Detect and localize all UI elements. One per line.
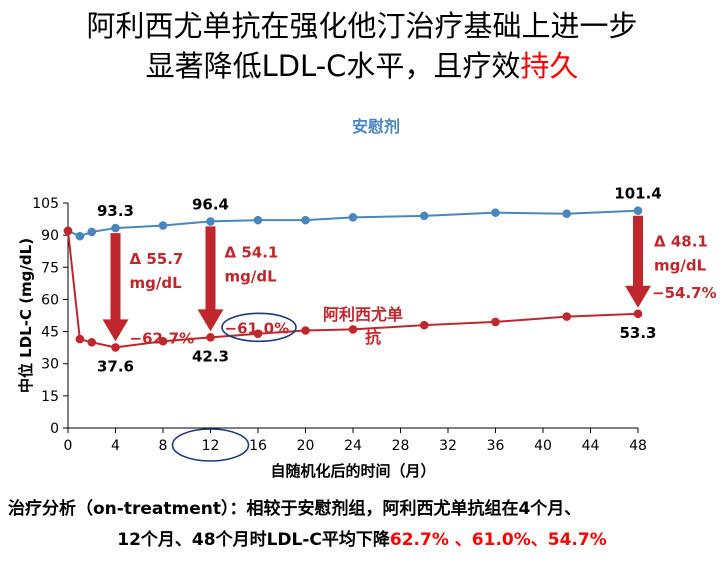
data-point xyxy=(633,206,643,216)
value-label: 101.4 xyxy=(614,185,661,203)
data-point xyxy=(206,217,215,226)
y-tick-label: 0 xyxy=(50,421,59,437)
y-tick-label: 60 xyxy=(41,292,59,308)
data-point xyxy=(348,213,358,222)
highlight-circle-x12 xyxy=(171,428,250,462)
delta-unit: mg/dL xyxy=(130,274,183,292)
conclusion-sep1: 、 xyxy=(448,530,472,550)
title-line2-highlight: 持久 xyxy=(520,49,579,83)
data-point xyxy=(633,309,643,319)
conclusion-pct-4m: 62.7% xyxy=(389,530,449,550)
data-point xyxy=(253,215,263,225)
data-point xyxy=(75,334,85,344)
data-point xyxy=(348,325,358,334)
slide-title-line2: 显著降低LDL-C水平，且疗效持久 xyxy=(0,48,724,84)
conclusion-pct-12m: 61.0% xyxy=(471,530,531,550)
value-label: 96.4 xyxy=(192,195,229,213)
value-label: 53.3 xyxy=(619,324,656,342)
data-point xyxy=(419,320,429,330)
x-tick-label: 16 xyxy=(249,438,267,454)
y-axis-label: 中位 LDL-C (mg/dL) xyxy=(17,238,35,393)
x-tick-label: 40 xyxy=(534,438,552,454)
series-label-placebo: 安慰剂 xyxy=(352,117,400,136)
x-tick-label: 36 xyxy=(487,438,505,454)
reduction-arrow xyxy=(102,233,129,342)
x-tick-label: 48 xyxy=(629,438,647,454)
chart-series xyxy=(63,206,643,352)
conclusion-line1: 治疗分析（on-treatment）：相较于安慰剂组，阿利西尤单抗组在4个月、 xyxy=(8,499,582,519)
delta-value: Δ 54.1 xyxy=(225,243,279,261)
data-point xyxy=(111,343,120,352)
data-point xyxy=(419,211,429,221)
slide-title-line1: 阿利西尤单抗在强化他汀治疗基础上进一步 xyxy=(86,9,638,43)
data-point xyxy=(301,326,310,335)
delta-unit: mg/dL xyxy=(225,267,278,285)
data-point xyxy=(301,215,310,225)
conclusion-sep2: 、 xyxy=(530,530,548,550)
data-point xyxy=(491,317,500,327)
data-point xyxy=(253,329,263,339)
percent-reduction: −62.7% xyxy=(130,329,195,347)
y-tick-label: 15 xyxy=(41,389,59,405)
reduction-arrow xyxy=(197,226,224,332)
x-tick-label: 28 xyxy=(392,438,410,454)
x-tick-label: 0 xyxy=(64,438,73,454)
title-line2-main: 显著降低LDL-C水平，且疗效 xyxy=(145,49,521,83)
x-axis-label: 自随机化后的时间（月） xyxy=(270,462,435,480)
delta-value: Δ 48.1 xyxy=(654,233,708,251)
y-tick-label: 45 xyxy=(41,325,59,341)
data-point xyxy=(158,221,168,230)
value-label: 42.3 xyxy=(192,347,229,365)
x-tick-label: 44 xyxy=(582,438,600,454)
series-label-alirocumab-line1: 阿利西尤单 xyxy=(323,305,403,324)
data-point xyxy=(63,226,73,236)
x-tick-label: 32 xyxy=(439,438,457,454)
series-label-alirocumab-line2: 抗 xyxy=(365,328,381,347)
delta-value: Δ 55.7 xyxy=(130,250,184,268)
data-point xyxy=(562,209,572,219)
y-tick-label: 90 xyxy=(41,228,59,244)
x-tick-label: 20 xyxy=(297,438,315,454)
value-label: 37.6 xyxy=(97,357,134,375)
conclusion-prefix: 12个月、48个月时LDL-C平均下降 xyxy=(117,530,390,550)
y-tick-label: 30 xyxy=(41,357,59,373)
percent-reduction: −61.0% xyxy=(225,319,290,337)
conclusion-pct-48m: 54.7% xyxy=(547,530,607,550)
percent-reduction: −54.7% xyxy=(652,284,717,302)
data-point xyxy=(87,337,97,347)
delta-unit: mg/dL xyxy=(654,257,707,275)
data-point xyxy=(206,333,215,342)
value-label: 93.3 xyxy=(97,202,134,220)
data-point xyxy=(111,223,120,233)
x-tick-label: 4 xyxy=(111,438,120,454)
x-tick-label: 8 xyxy=(159,438,168,454)
y-tick-label: 75 xyxy=(41,260,59,276)
y-tick-label: 105 xyxy=(32,196,59,212)
data-point xyxy=(87,227,97,237)
highlight-circle-pct xyxy=(221,312,297,343)
data-point xyxy=(75,231,85,241)
x-tick-label: 24 xyxy=(344,438,362,454)
data-point xyxy=(158,336,168,346)
reduction-arrow xyxy=(625,215,651,308)
x-tick-label: 12 xyxy=(202,438,220,454)
data-point xyxy=(562,312,572,321)
data-point xyxy=(491,208,500,217)
conclusion-line2: 12个月、48个月时LDL-C平均下降62.7% 、61.0%、54.7% xyxy=(0,528,724,552)
